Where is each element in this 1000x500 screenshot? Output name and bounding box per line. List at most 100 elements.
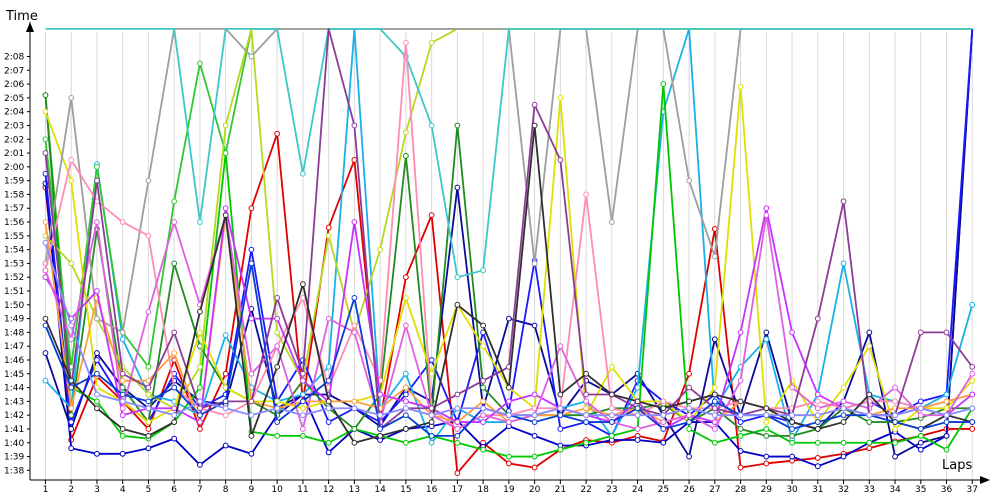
y-tick-label: 1:56 <box>4 218 24 228</box>
data-point <box>634 437 641 443</box>
data-point <box>866 412 873 419</box>
data-point <box>660 439 667 446</box>
x-tick-label: 30 <box>786 485 798 495</box>
data-point <box>763 460 770 467</box>
data-point <box>531 412 538 419</box>
data-point <box>351 122 358 129</box>
data-point <box>248 246 255 253</box>
data-point <box>660 419 667 425</box>
data-point <box>608 391 615 398</box>
y-tick-label: 1:39 <box>4 453 24 463</box>
data-point <box>737 448 744 454</box>
x-tick-label: 35 <box>915 485 926 495</box>
data-point <box>583 391 589 398</box>
data-point <box>737 377 744 384</box>
x-axis-title: Laps <box>942 458 972 473</box>
data-point <box>351 295 358 301</box>
x-tick-label: 31 <box>812 485 823 495</box>
data-point <box>377 246 384 253</box>
data-point <box>68 157 75 163</box>
x-tick-label: 5 <box>146 485 152 495</box>
data-point <box>402 322 409 329</box>
data-point <box>711 384 718 391</box>
data-point <box>42 322 49 329</box>
data-point <box>222 212 229 219</box>
data-point <box>402 370 409 377</box>
x-tick-label: 15 <box>400 485 411 495</box>
data-point <box>943 398 950 405</box>
data-point <box>197 60 203 67</box>
data-point <box>763 205 770 212</box>
data-point <box>917 405 924 412</box>
data-point <box>866 391 873 398</box>
x-tick-label: 26 <box>683 485 695 495</box>
data-point <box>686 384 692 391</box>
y-tick-label: 2:07 <box>4 66 24 76</box>
data-point <box>402 274 409 281</box>
data-point <box>737 329 744 336</box>
data-point <box>248 370 255 377</box>
data-point <box>917 398 924 405</box>
data-point <box>42 219 49 225</box>
x-tick-label: 10 <box>271 485 283 495</box>
data-point <box>222 412 229 419</box>
data-point <box>119 405 126 412</box>
y-tick-label: 2:06 <box>4 80 24 90</box>
data-point <box>737 398 744 405</box>
data-point <box>119 336 126 343</box>
data-point <box>94 398 100 405</box>
data-point <box>68 412 75 419</box>
data-point <box>711 253 718 260</box>
y-tick-label: 1:50 <box>4 301 24 311</box>
data-point <box>737 419 744 425</box>
x-tick-label: 33 <box>864 485 875 495</box>
data-point <box>917 439 924 446</box>
data-point <box>274 130 281 137</box>
y-tick-label: 1:43 <box>4 397 24 407</box>
data-point <box>299 170 306 177</box>
data-point <box>119 329 126 336</box>
data-point <box>222 332 229 339</box>
y-tick-label: 1:42 <box>4 411 24 421</box>
data-point <box>789 329 795 336</box>
data-point <box>171 219 178 225</box>
data-point <box>454 184 461 191</box>
data-point <box>531 260 538 267</box>
data-point <box>248 412 255 419</box>
x-tick-label: 25 <box>658 485 669 495</box>
data-point <box>428 212 435 219</box>
data-point <box>969 363 976 370</box>
x-tick-label: 27 <box>709 485 720 495</box>
x-tick-label: 4 <box>120 485 126 495</box>
data-point <box>531 122 538 129</box>
data-point <box>917 412 924 419</box>
data-point <box>68 384 75 391</box>
data-point <box>197 426 203 432</box>
data-point <box>814 412 821 419</box>
data-point <box>428 122 435 129</box>
data-point <box>557 426 564 432</box>
y-tick-label: 2:03 <box>4 121 24 131</box>
data-point <box>325 419 332 425</box>
data-point <box>892 412 898 419</box>
data-point <box>454 274 461 281</box>
data-point <box>840 405 847 412</box>
data-point <box>480 405 487 412</box>
data-point <box>814 419 821 425</box>
data-point <box>325 232 332 239</box>
data-point <box>454 301 461 308</box>
data-point <box>531 432 538 439</box>
data-point <box>428 412 435 419</box>
data-point <box>325 315 332 322</box>
data-point <box>557 446 564 453</box>
data-point <box>840 384 847 391</box>
data-point <box>197 461 203 468</box>
data-point <box>68 445 75 452</box>
y-tick-label: 1:47 <box>4 342 24 352</box>
data-point <box>763 412 770 419</box>
data-point <box>94 177 100 184</box>
data-point <box>557 343 564 350</box>
data-point <box>402 39 409 46</box>
data-point <box>634 405 641 412</box>
data-point <box>892 398 898 405</box>
